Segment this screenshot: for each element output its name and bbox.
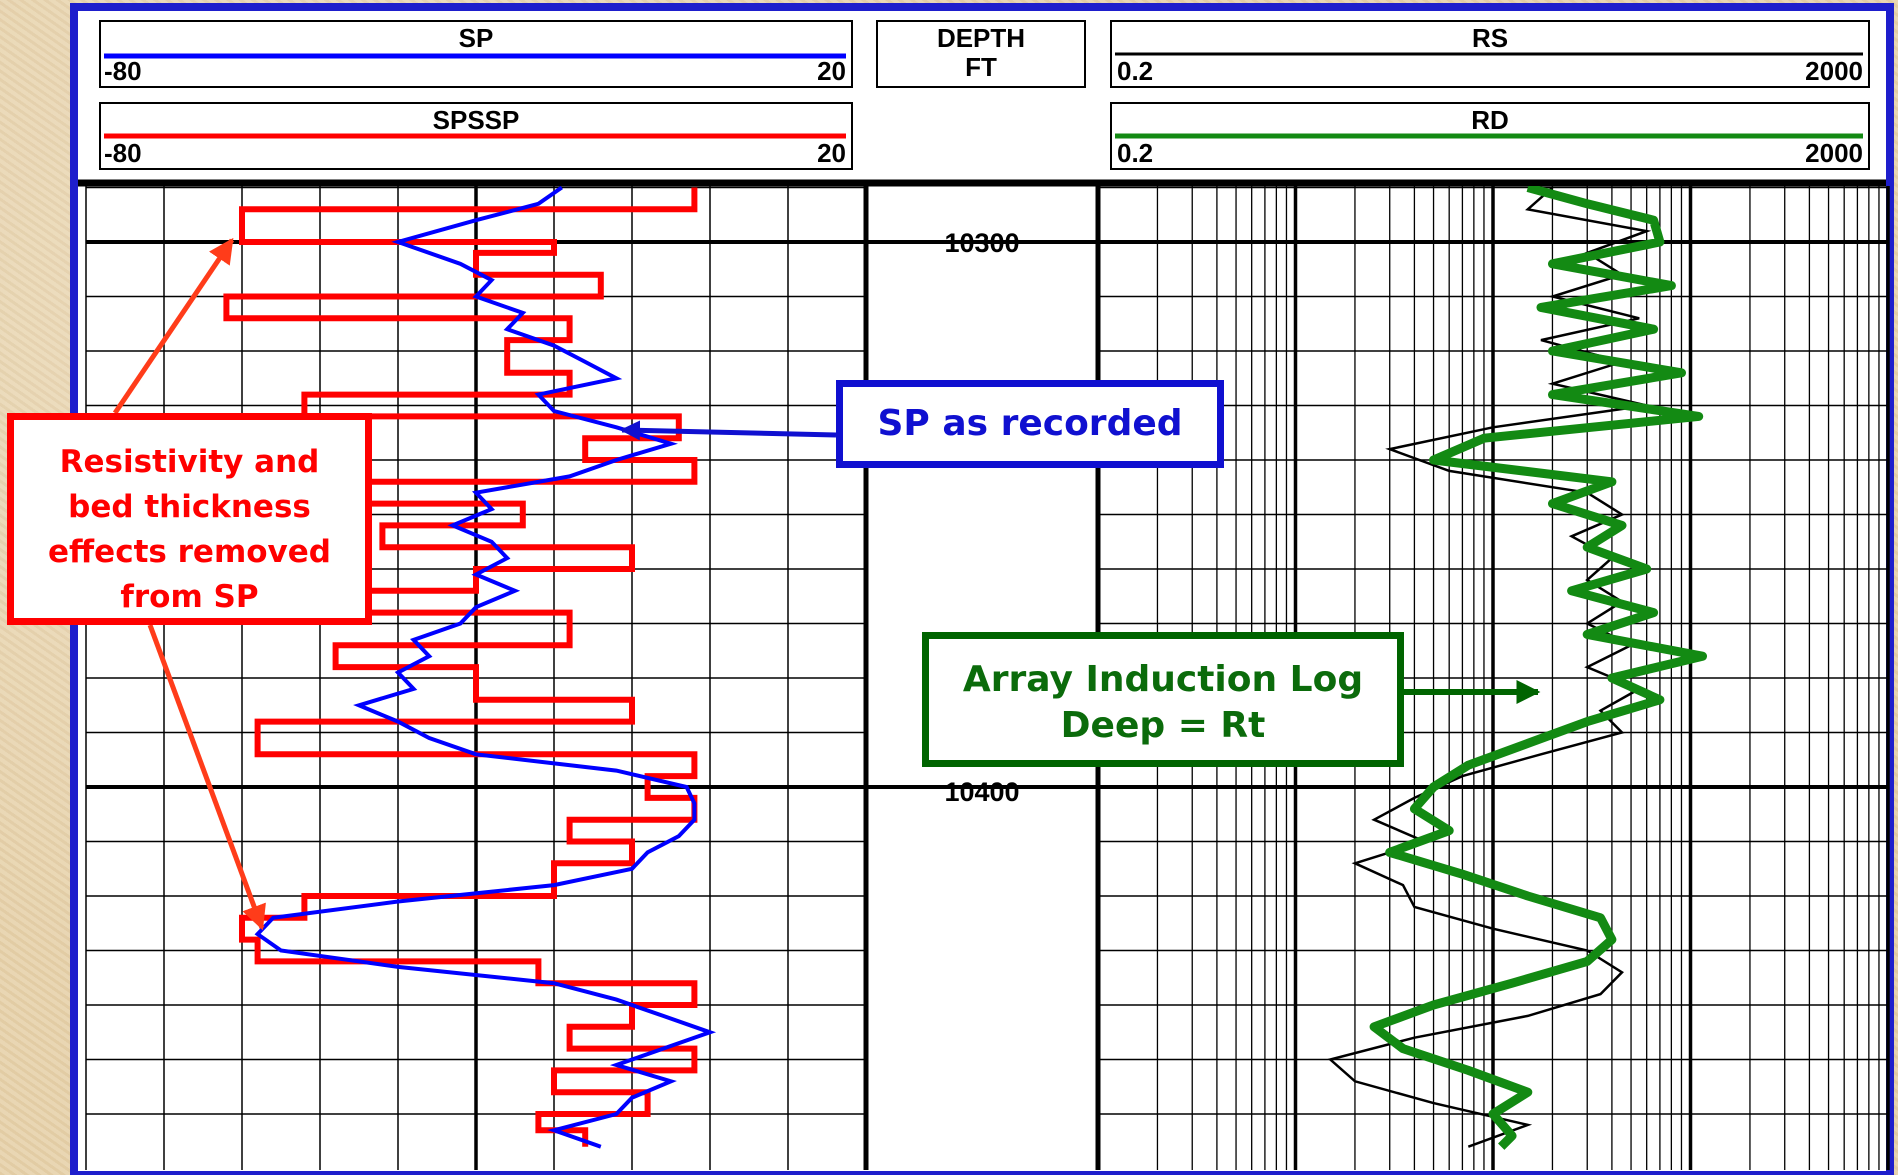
sp-curve [254,186,717,1149]
red-callout-line-2: bed thickness [68,489,311,525]
sp-recorded-callout: SP as recorded [836,380,1224,468]
rd-header-min: 0.2 [1117,138,1153,168]
red-arrow-down [147,624,266,931]
green-callout-line-2: Deep = Rt [1060,705,1266,746]
sp-header-label: SP [459,23,494,53]
spssp-header-label: SPSSP [433,105,520,135]
rd-header-max: 2000 [1805,138,1863,168]
spssp-header-box [99,102,853,170]
spssp-header-min: -80 [104,138,142,168]
rd-header-label: RD [1471,105,1509,135]
red-callout-line-4: from SP [120,579,259,615]
rd-header-box [1110,102,1870,170]
sp-header-max: 20 [817,56,846,86]
rs-header-min: 0.2 [1117,56,1153,86]
rs-header-label: RS [1472,23,1508,53]
red-callout-line-1: Resistivity and [59,444,320,480]
log-header: SP -80 20 SPSSP -80 20 DEPTH FT RS 0.2 2… [99,20,1870,170]
spssp-header-max: 20 [817,138,846,168]
depth-label-10400: 10400 [944,777,1019,807]
sp-header-min: -80 [104,56,142,86]
rs-header-max: 2000 [1805,56,1863,86]
depth-label-10300: 10300 [944,228,1019,258]
blue-arrow [620,420,837,441]
sp-header-box [99,20,853,88]
resistivity-effects-callout: Resistivity and bed thickness effects re… [7,413,372,625]
depth-header-label: DEPTH [937,23,1025,53]
array-induction-callout: Array Induction Log Deep = Rt [922,632,1404,767]
green-callout-line-1: Array Induction Log [962,659,1364,700]
depth-header-box [876,20,1086,88]
blue-callout-text: SP as recorded [877,403,1183,444]
depth-header-unit: FT [965,52,997,82]
rd-curve [1369,186,1707,1150]
red-arrow-up [112,237,235,415]
depth-track-grid [866,240,1098,789]
red-callout-line-3: effects removed [48,534,331,570]
rs-header-box [1110,20,1870,88]
